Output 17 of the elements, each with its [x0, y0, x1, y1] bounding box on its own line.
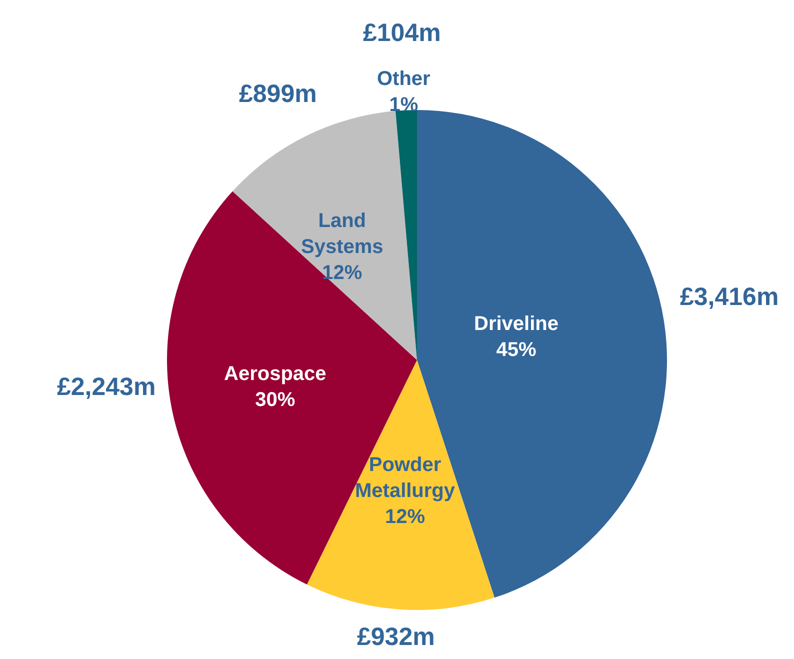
data-label: £3,416m: [680, 283, 779, 311]
text: 12%: [385, 506, 426, 528]
data-label: £104m: [363, 19, 441, 47]
text: 1%: [389, 94, 418, 116]
slice-label: Aerospace: [224, 363, 326, 385]
slice-label: Land Systems: [301, 210, 384, 258]
slice-label: Driveline: [474, 313, 558, 335]
data-label: £932m: [357, 623, 435, 651]
data-label: £899m: [239, 80, 317, 108]
pie-slice: [232, 110, 417, 360]
text: 45%: [496, 339, 536, 361]
text: 30%: [255, 389, 296, 411]
data-label: £2,243m: [57, 373, 156, 401]
text: 12%: [322, 262, 362, 284]
slice-label: Powder Metallurgy: [355, 454, 456, 502]
slice-label: Other: [377, 68, 431, 90]
pie-slice: [396, 110, 417, 360]
